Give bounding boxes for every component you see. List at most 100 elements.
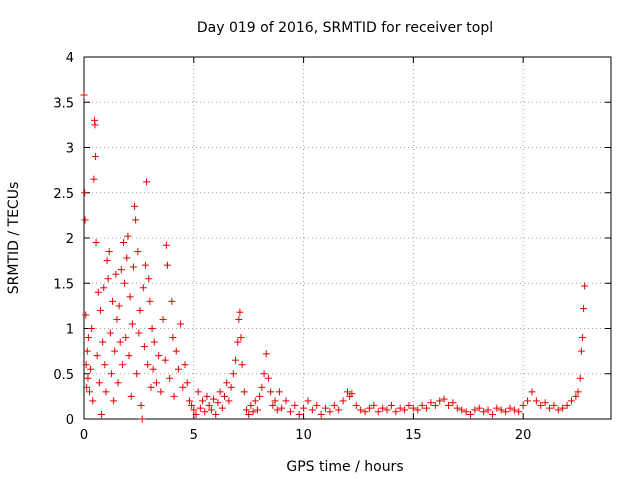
data-point: [401, 406, 409, 414]
data-point: [225, 397, 233, 405]
data-point: [203, 392, 211, 400]
data-point: [264, 374, 272, 382]
data-point: [140, 343, 148, 351]
data-point: [423, 404, 431, 412]
data-point: [212, 410, 220, 418]
data-point: [471, 406, 479, 414]
data-point: [141, 261, 149, 269]
data-point: [554, 406, 562, 414]
data-point: [440, 395, 448, 403]
data-point: [322, 404, 330, 412]
data-point: [123, 254, 131, 262]
data-point: [466, 410, 474, 418]
data-point: [111, 347, 119, 355]
data-point: [541, 399, 549, 407]
data-point: [515, 408, 523, 416]
data-point: [92, 239, 100, 247]
data-point: [157, 388, 165, 396]
data-point: [502, 408, 510, 416]
data-point: [169, 334, 177, 342]
data-point: [185, 397, 193, 405]
data-point: [330, 401, 338, 409]
data-point: [537, 401, 545, 409]
data-point: [484, 406, 492, 414]
data-point: [82, 311, 90, 319]
data-point: [436, 397, 444, 405]
data-point: [81, 189, 89, 197]
data-point: [414, 406, 422, 414]
data-point: [122, 334, 130, 342]
y-axis: 0 0.5 1 1.5 2 2.5 3 3.5 4: [53, 51, 611, 428]
data-point: [81, 216, 89, 224]
data-point: [365, 404, 373, 412]
data-point: [326, 408, 334, 416]
y-tick-label: 2: [66, 232, 74, 247]
x-tick-label: 5: [190, 428, 198, 443]
data-point: [159, 315, 167, 323]
data-point: [227, 383, 235, 391]
data-point: [100, 284, 108, 292]
data-point: [114, 379, 122, 387]
data-point: [581, 282, 589, 290]
data-point: [116, 338, 124, 346]
x-axis-label: GPS time / hours: [286, 459, 403, 475]
data-point: [196, 404, 204, 412]
data-point: [431, 401, 439, 409]
data-point: [201, 408, 209, 416]
data-point: [223, 379, 231, 387]
data-point: [161, 356, 169, 364]
data-point: [577, 347, 585, 355]
data-point: [510, 406, 518, 414]
data-point: [87, 365, 95, 373]
data-point: [170, 392, 178, 400]
data-point: [107, 370, 115, 378]
data-point: [133, 370, 141, 378]
data-point: [278, 404, 286, 412]
data-point: [137, 401, 145, 409]
data-point: [110, 397, 118, 405]
data-point: [150, 338, 158, 346]
grid: [84, 57, 611, 419]
data-point: [291, 401, 299, 409]
data-point: [344, 388, 351, 396]
data-point: [138, 415, 146, 423]
data-point: [576, 374, 584, 382]
data-point: [121, 279, 129, 287]
data-point: [177, 320, 185, 328]
data-point: [149, 365, 157, 373]
data-point: [99, 338, 107, 346]
data-point: [488, 410, 496, 418]
x-tick-label: 15: [405, 428, 422, 443]
data-point: [572, 392, 580, 400]
data-point: [207, 406, 215, 414]
data-point: [131, 202, 139, 210]
data-point: [300, 404, 308, 412]
data-point: [374, 408, 382, 416]
data-point: [91, 121, 99, 129]
data-point: [104, 275, 112, 283]
data-point: [232, 356, 240, 364]
data-point: [109, 297, 117, 305]
data-point: [152, 379, 160, 387]
data-point: [145, 275, 153, 283]
data-point: [234, 338, 242, 346]
data-point: [84, 374, 92, 382]
data-point: [90, 175, 98, 183]
data-point: [275, 388, 283, 396]
data-point: [124, 232, 132, 240]
data-points: [80, 91, 589, 423]
data-point: [112, 270, 120, 278]
data-point: [105, 248, 113, 256]
x-axis: 0 5 10 15 20: [80, 57, 531, 443]
data-point: [83, 383, 91, 391]
data-point: [383, 406, 391, 414]
data-point: [117, 266, 125, 274]
data-point: [199, 397, 207, 405]
data-point: [168, 297, 176, 305]
data-point: [94, 288, 102, 296]
data-point: [80, 91, 88, 99]
data-point: [357, 406, 365, 414]
data-point: [546, 404, 554, 412]
data-point: [134, 248, 142, 256]
data-point: [249, 408, 257, 416]
